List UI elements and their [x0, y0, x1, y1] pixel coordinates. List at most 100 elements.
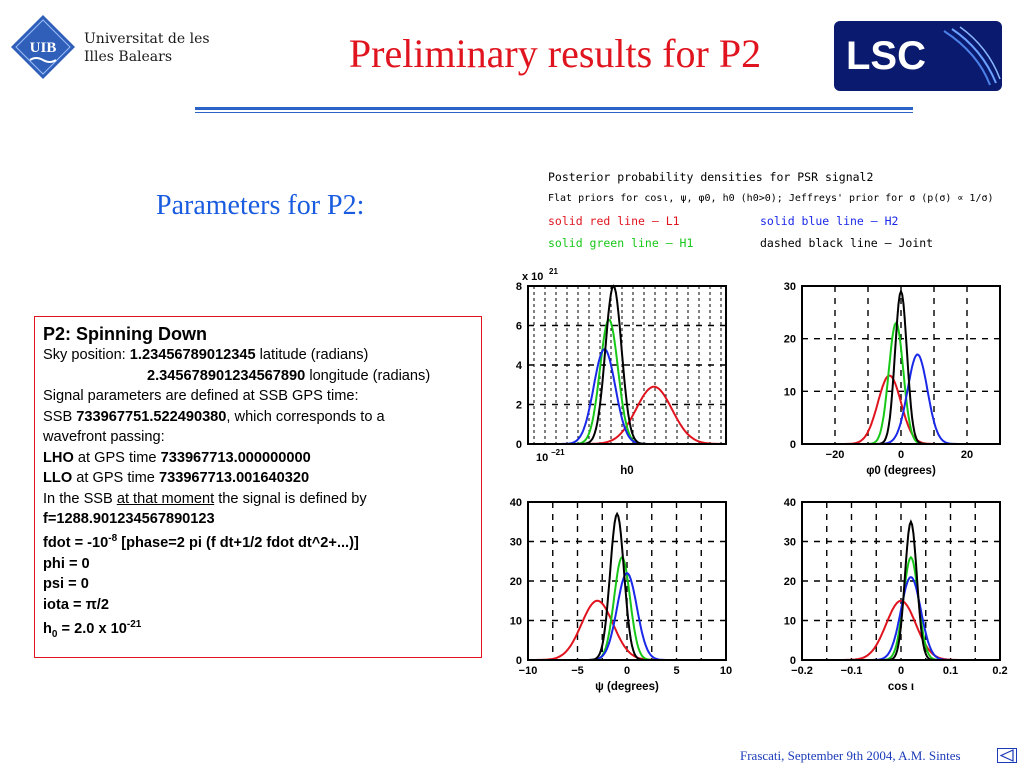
plot-3-y-tick-label: 30: [510, 537, 522, 549]
iota-line: iota = π/2: [43, 595, 481, 616]
plot-4-y-tick-label: 40: [784, 497, 796, 509]
h0-mid: = 2.0 x 10: [57, 621, 127, 638]
iota-pre: iota =: [43, 596, 86, 613]
plot-2-x-tick-label: 20: [961, 449, 973, 461]
plot-3-x-tick-label: −10: [519, 665, 538, 677]
ssb-def-pre: In the SSB: [43, 490, 117, 507]
plot-header-line1: Posterior probability densities for PSR …: [548, 170, 874, 184]
plot-1-frame: [527, 285, 727, 445]
iota-pi: π: [85, 596, 97, 613]
plot-4-y-tick-label: 0: [790, 655, 796, 667]
lho-mid: at GPS time: [73, 449, 161, 466]
fdot-post: [phase=2 pi (f dt+1/2 fdot dt^2+...)]: [117, 535, 359, 552]
section-title: Parameters for P2:: [156, 190, 365, 221]
lsc-logo: LSC: [834, 21, 1002, 91]
plot-3-y-tick-label: 40: [510, 497, 522, 509]
plot-2-x-tick-label: −20: [826, 449, 845, 461]
university-name: Universitat de les Illes Balears: [84, 30, 210, 66]
footer-text: Frascati, September 9th 2004, A.M. Sinte…: [740, 748, 961, 763]
plot-header-line2: Flat priors for cosι, ψ, φ0, h0 (h0>0); …: [548, 193, 994, 204]
phi-line: phi = 0: [43, 555, 90, 572]
ssb-time-line: SSB 733967751.522490380, which correspon…: [43, 407, 481, 428]
longitude-unit: longitude (radians): [305, 367, 431, 384]
plot-3-x-tick-label: −5: [571, 665, 584, 677]
frequency-line: f=1288.901234567890123: [43, 511, 215, 527]
plot-4-x-tick-label: 0.1: [943, 665, 958, 677]
plot-4-x-tick-label: 0: [898, 665, 904, 677]
legend-green: solid green line – H1: [548, 236, 694, 250]
params-heading: P2: Spinning Down: [43, 324, 207, 344]
sky-label: Sky position:: [43, 347, 130, 363]
plot-2-frame: [801, 285, 1001, 445]
plot-3-x-tick-label: 0: [624, 665, 630, 677]
plot-4-x-tick-label: 0.2: [992, 665, 1007, 677]
plot-4-frame: [801, 501, 1001, 661]
psi-line: psi = 0: [43, 576, 89, 593]
plot-2-x-tick-label: 0: [898, 449, 904, 461]
plot-4-y-tick-label: 20: [784, 576, 796, 588]
uib-logo-text: UIB: [30, 40, 57, 56]
parameters-box: P2: Spinning Down Sky position: 1.234567…: [34, 316, 482, 658]
ssb-def-post: the signal is defined by: [214, 490, 367, 507]
llo-mid: at GPS time: [72, 470, 159, 486]
legend-blue: solid blue line – H2: [760, 214, 899, 228]
back-triangle-icon[interactable]: [997, 748, 1017, 763]
h0-pre: h: [43, 621, 52, 638]
university-line-2: Illes Balears: [84, 49, 173, 65]
lho-value: 733967713.000000000: [160, 449, 311, 466]
legend-black: dashed black line – Joint: [760, 236, 934, 250]
plot-4-x-tick-label: −0.1: [841, 665, 863, 677]
lho-line: LHO at GPS time 733967713.000000000: [43, 448, 481, 469]
plot-2-y-tick-label: 10: [784, 386, 796, 398]
plot-1-y-tick-label: 6: [516, 321, 522, 333]
plot-1-y-tick-label: 2: [516, 400, 522, 412]
lho-label: LHO: [43, 449, 74, 466]
plot-1-y-multiplier-exp: 21: [549, 267, 558, 276]
llo-line: LLO at GPS time 733967713.001640320: [43, 468, 481, 489]
plot-4-y-tick-label: 10: [784, 616, 796, 628]
iota-post: /2: [96, 596, 109, 613]
title-divider: [195, 107, 913, 110]
plot-2-y-tick-label: 0: [790, 439, 796, 451]
wavefront-line: wavefront passing:: [43, 429, 165, 445]
plot-4-x-label: cos ι: [888, 681, 914, 693]
ssb-definition-line: Signal parameters are defined at SSB GPS…: [43, 388, 359, 404]
ssb-suffix: , which corresponds to a: [226, 408, 385, 425]
plot-header: Posterior probability densities for PSR …: [548, 166, 994, 254]
plot-1-curve-h1: [528, 318, 726, 445]
plot-1-y-tick-label: 8: [516, 281, 522, 293]
plot-2-y-tick-label: 20: [784, 334, 796, 346]
plot-1-y-tick-label: 4: [516, 360, 523, 372]
back-triangle-glyph: [999, 749, 1014, 762]
llo-label: LLO: [43, 470, 73, 486]
latitude-unit: latitude (radians): [255, 347, 369, 363]
plot-2-y-tick-label: 30: [784, 281, 796, 293]
fdot-exp: -8: [108, 533, 118, 545]
lsc-logo-text: LSC: [846, 34, 926, 78]
fdot-pre: fdot = -10: [43, 535, 109, 552]
plot-4-y-tick-label: 30: [784, 537, 796, 549]
sky-position-line: Sky position: 1.23456789012345 latitude …: [43, 345, 481, 366]
h0-sub: 0: [51, 629, 58, 641]
plot-1-curve-l1: [528, 385, 726, 445]
h0-exp: -21: [126, 619, 142, 631]
slide-title: Preliminary results for P2: [348, 31, 762, 76]
plot-1-y-tick-label: 0: [516, 439, 522, 451]
llo-value: 733967713.001640320: [158, 470, 310, 486]
plot-3-y-tick-label: 0: [516, 655, 522, 667]
title-divider-thin: [195, 112, 913, 113]
plot-3-y-tick-label: 20: [510, 576, 522, 588]
plot-2-x-label: φ0 (degrees): [866, 465, 936, 477]
legend-red: solid red line – L1: [548, 214, 680, 228]
plot-4-x-tick-label: −0.2: [791, 665, 813, 677]
plot-3-x-tick-label: 10: [720, 665, 732, 677]
plot-3-y-tick-label: 10: [510, 616, 522, 628]
ssb-prefix: SSB: [43, 408, 77, 425]
plot-1-x-label: h0: [620, 465, 633, 477]
ssb-value: 733967751.522490380: [76, 408, 227, 425]
university-line-1: Universitat de les: [84, 31, 210, 47]
ssb-def-underline: at that moment: [116, 490, 215, 507]
longitude-line: 2.345678901234567890 longitude (radians): [43, 366, 481, 387]
fdot-line: fdot = -10-8 [phase=2 pi (f dt+1/2 fdot …: [43, 530, 481, 554]
